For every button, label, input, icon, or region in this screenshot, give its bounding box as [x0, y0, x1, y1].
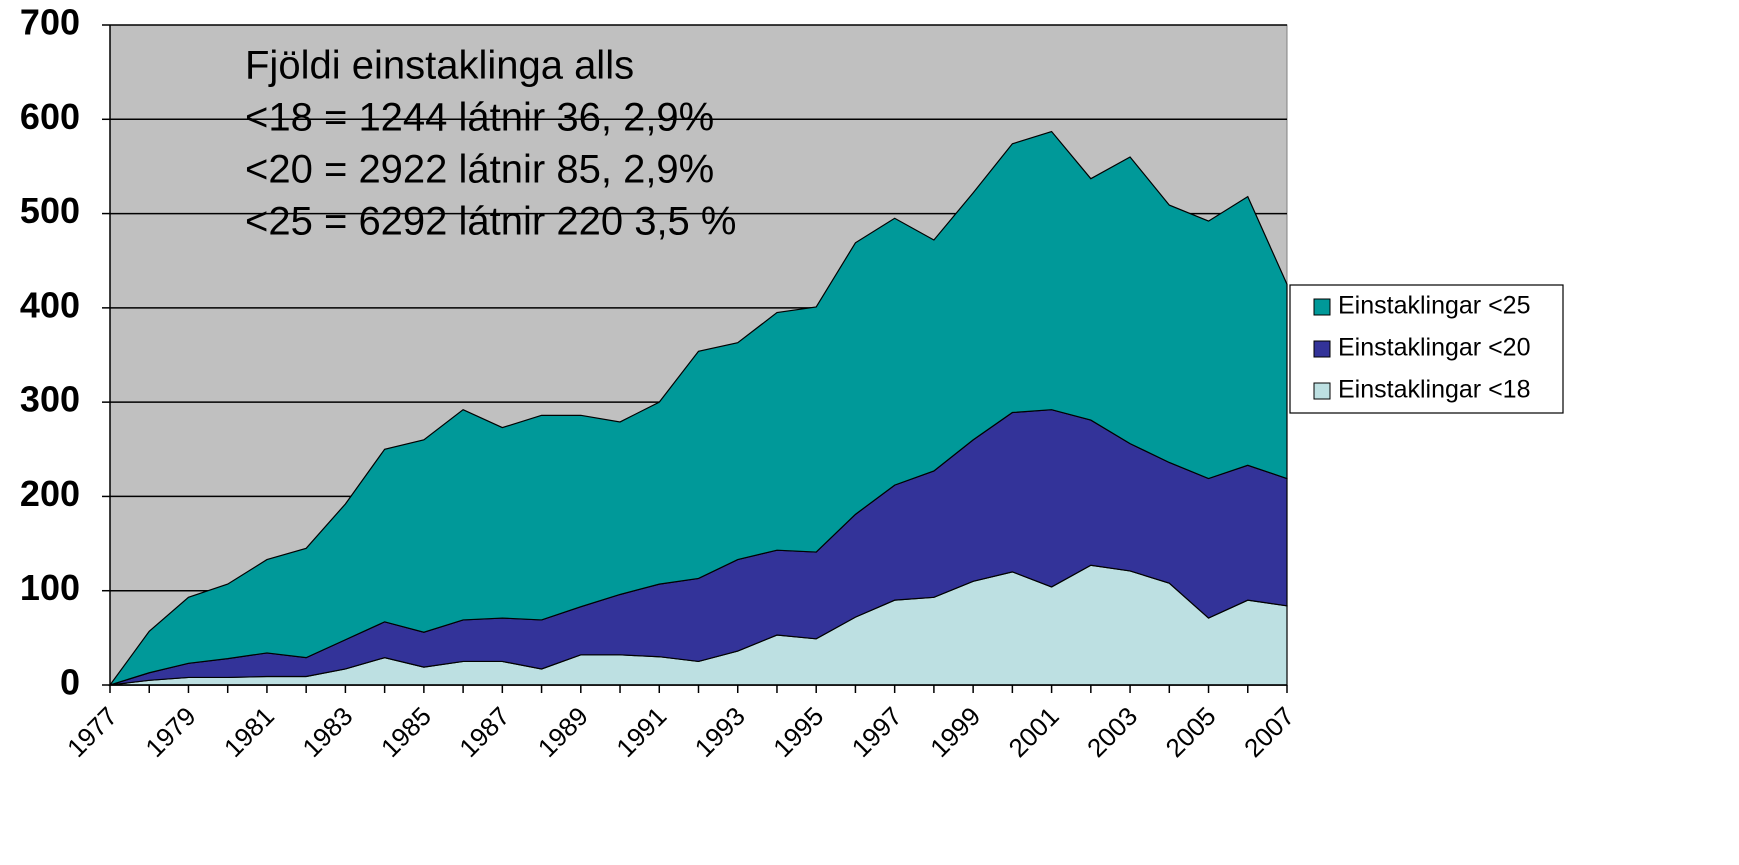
y-tick-label: 0: [60, 662, 80, 703]
x-tick-label: 1985: [375, 701, 437, 763]
y-tick-label: 200: [20, 473, 80, 514]
legend-label: Einstaklingar <20: [1338, 334, 1530, 362]
x-tick-label: 1993: [689, 701, 751, 763]
legend-label: Einstaklingar <25: [1338, 292, 1530, 320]
y-tick-label: 300: [20, 379, 80, 420]
annotation: <20 = 2922 látnir 85, 2,9%: [245, 148, 714, 192]
x-tick-label: 1987: [453, 701, 515, 763]
x-tick-label: 1977: [61, 701, 123, 763]
x-tick-label: 2005: [1160, 701, 1222, 763]
x-tick-label: 1989: [532, 701, 594, 763]
annotation: <25 = 6292 látnir 220 3,5 %: [245, 200, 736, 244]
y-tick-label: 100: [20, 567, 80, 608]
x-tick-label: 1999: [924, 701, 986, 763]
area: [108, 130, 1288, 687]
x-tick-label: 1979: [139, 701, 201, 763]
x-tick-label: 2003: [1081, 701, 1143, 763]
x-tick-label: 2001: [1003, 701, 1065, 763]
legend: [1289, 284, 1564, 414]
legend-label: Einstaklingar <18: [1338, 376, 1530, 404]
x-tick-label: 1983: [296, 701, 358, 763]
y-tick-label: 400: [20, 284, 80, 325]
x-tick-label: 1981: [218, 701, 280, 763]
x-tick-label: 1995: [767, 701, 829, 763]
annotation: Fjöldi einstaklinga alls: [245, 44, 634, 88]
legend-swatch: [1313, 298, 1331, 316]
legend-swatch: [1313, 340, 1331, 358]
y-tick-label: 600: [20, 96, 80, 137]
x-tick-label: 1997: [846, 701, 908, 763]
annotation: <18 = 1244 látnir 36, 2,9%: [245, 96, 714, 140]
y-tick-label: 700: [20, 2, 80, 43]
y-tick-label: 500: [20, 190, 80, 231]
x-tick-label: 1991: [610, 701, 672, 763]
legend-swatch: [1313, 382, 1331, 400]
x-tick-label: 2007: [1238, 701, 1300, 763]
